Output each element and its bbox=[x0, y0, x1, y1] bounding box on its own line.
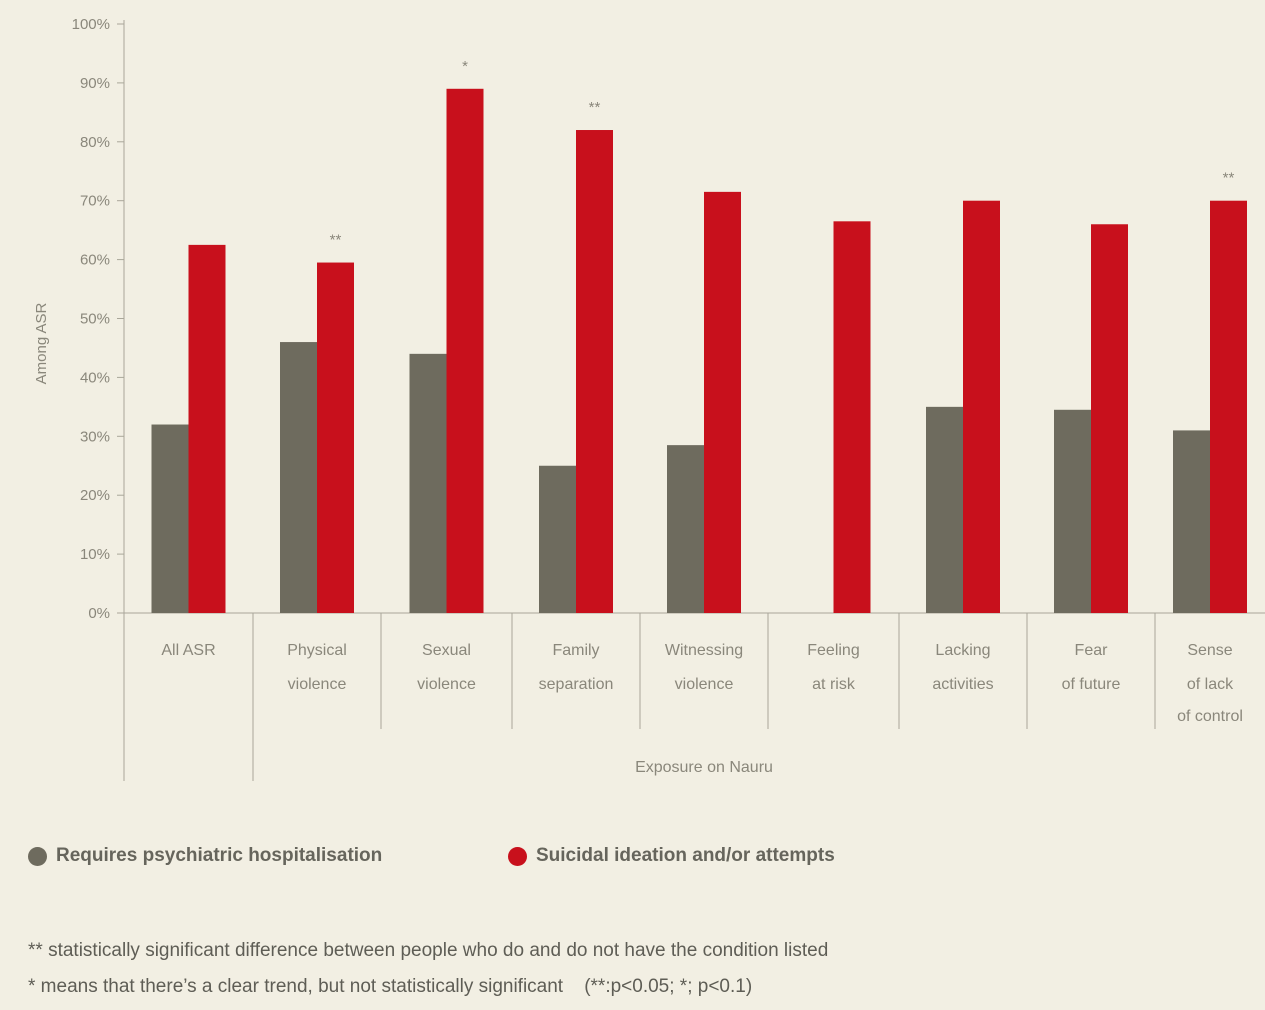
labels-layer: 0% 10% 20% 30% 40% 50% 60% 70% 80% 90% 100% Among A… bbox=[33, 16, 1243, 776]
y-tick-label: 90% bbox=[80, 75, 110, 92]
bars-layer bbox=[151, 88, 1247, 614]
category-label: separation bbox=[539, 676, 614, 693]
bar-suicidal bbox=[317, 262, 354, 613]
category-label: of control bbox=[1177, 708, 1243, 725]
y-tick-label: 0% bbox=[88, 605, 110, 622]
footnote-trend: * means that there’s a clear trend, but … bbox=[28, 976, 753, 997]
bar-chart: 0% 10% 20% 30% 40% 50% 60% 70% 80% 90% 100% Among A… bbox=[33, 16, 1265, 781]
y-tick-label: 60% bbox=[80, 252, 110, 269]
category-label: Feeling bbox=[807, 642, 859, 659]
bar-hospitalisation bbox=[1054, 409, 1091, 613]
category-label: at risk bbox=[812, 676, 856, 693]
bar-hospitalisation bbox=[667, 445, 704, 613]
bar-hospitalisation bbox=[151, 424, 189, 613]
legend-label-hospitalisation: Requires psychiatric hospitalisation bbox=[56, 845, 383, 866]
bar-suicidal bbox=[1091, 224, 1128, 613]
legend-swatch-suicidal bbox=[508, 846, 527, 866]
y-axis-title: Among ASR bbox=[33, 302, 50, 384]
group-label: Exposure on Nauru bbox=[635, 759, 773, 776]
bar-suicidal bbox=[446, 88, 484, 614]
footnote-significant: ** statistically significant difference … bbox=[28, 940, 829, 961]
category-label: of lack bbox=[1187, 676, 1234, 693]
bar-suicidal bbox=[188, 244, 226, 613]
significance-marker: ** bbox=[589, 99, 601, 116]
y-tick-label: 70% bbox=[80, 193, 110, 210]
bar-suicidal bbox=[576, 130, 613, 613]
footnotes: ** statistically significant difference … bbox=[28, 938, 1248, 1010]
category-label: Sense bbox=[1187, 642, 1232, 659]
y-tick-label: 40% bbox=[80, 369, 110, 386]
bar-suicidal bbox=[833, 221, 871, 613]
category-label: All ASR bbox=[161, 642, 215, 659]
bar-suicidal bbox=[963, 200, 1000, 613]
y-tick-label: 80% bbox=[80, 134, 110, 151]
legend-label-suicidal: Suicidal ideation and/or attempts bbox=[536, 845, 835, 866]
y-tick-label: 50% bbox=[80, 311, 110, 328]
category-label: Fear bbox=[1075, 642, 1109, 659]
legend-item-suicidal: Suicidal ideation and/or attempts bbox=[508, 845, 835, 867]
bar-hospitalisation bbox=[926, 406, 963, 613]
bar-hospitalisation bbox=[539, 465, 576, 613]
y-tick-label: 20% bbox=[80, 487, 110, 504]
legend-item-hospitalisation: Requires psychiatric hospitalisation bbox=[28, 845, 382, 867]
category-label: violence bbox=[417, 676, 476, 693]
y-tick-label: 30% bbox=[80, 428, 110, 445]
y-tick-label: 10% bbox=[80, 546, 110, 563]
category-label: of future bbox=[1062, 676, 1121, 693]
category-label: Lacking bbox=[935, 642, 990, 659]
category-label: activities bbox=[932, 676, 993, 693]
category-label: violence bbox=[675, 676, 734, 693]
bar-hospitalisation bbox=[1173, 430, 1210, 613]
category-label: Witnessing bbox=[665, 642, 743, 659]
bar-hospitalisation bbox=[409, 353, 447, 613]
y-tick-label: 100% bbox=[72, 16, 110, 33]
significance-marker: ** bbox=[330, 232, 342, 249]
legend: Requires psychiatric hospitalisation Sui… bbox=[28, 845, 1228, 875]
bar-suicidal bbox=[1210, 200, 1247, 613]
category-label: Family bbox=[552, 642, 599, 659]
category-label: Physical bbox=[287, 642, 347, 659]
legend-swatch-hospitalisation bbox=[28, 846, 47, 866]
bar-hospitalisation bbox=[280, 342, 317, 613]
significance-marker: * bbox=[462, 58, 468, 75]
bar-suicidal bbox=[704, 191, 741, 614]
category-label: violence bbox=[288, 676, 347, 693]
category-label: Sexual bbox=[422, 642, 471, 659]
significance-marker: ** bbox=[1223, 170, 1235, 187]
